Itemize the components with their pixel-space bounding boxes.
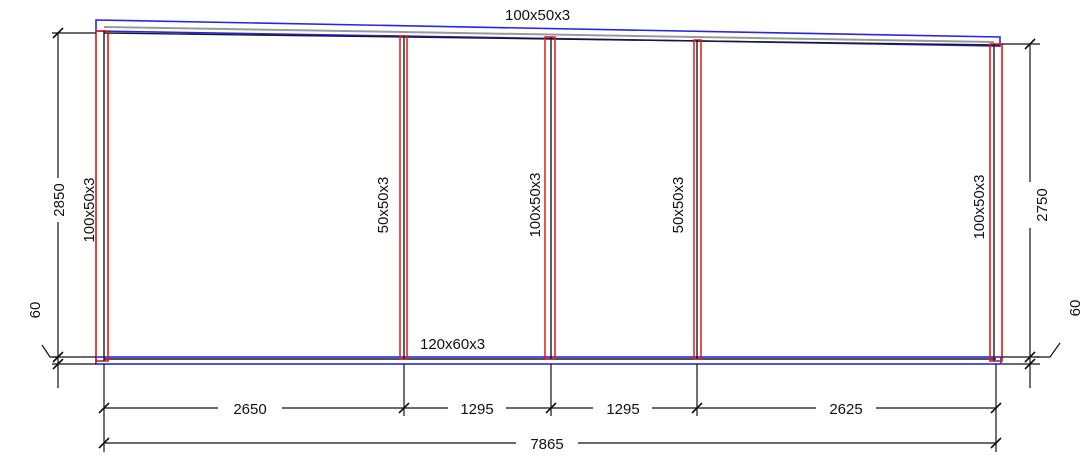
right-base-dimension: 60 <box>1002 300 1084 388</box>
right-height-value: 2750 <box>1034 188 1051 221</box>
bottom-beam-label: 120x60x3 <box>420 336 485 353</box>
bottom-beam-outline <box>95 356 1002 365</box>
bay-4-value: 2625 <box>829 401 862 418</box>
frame-structure <box>95 19 1003 365</box>
bay-1-value: 2650 <box>233 401 266 418</box>
bay-2-value: 1295 <box>460 401 493 418</box>
right-base-value: 60 <box>1067 300 1084 317</box>
left-height-value: 2850 <box>51 183 68 216</box>
post-5-label: 100x50x3 <box>971 174 988 239</box>
top-beam-line <box>103 32 1001 46</box>
top-beam-inner-line <box>103 26 995 43</box>
top-beam-outline <box>95 19 1001 47</box>
bay-3-value: 1295 <box>606 401 639 418</box>
overall-dimension: 7865 <box>98 436 1002 453</box>
post-1-label: 100x50x3 <box>81 177 98 242</box>
member-labels: 100x50x3 120x60x3 100x50x3 50x50x3 100x5… <box>81 7 988 353</box>
right-height-dimension: 2750 <box>1002 38 1051 363</box>
post-3-outline <box>544 36 556 360</box>
overall-length-value: 7865 <box>530 436 563 453</box>
left-height-dimension: 2850 <box>51 27 96 363</box>
post-2-label: 50x50x3 <box>375 177 392 234</box>
post-3-label: 100x50x3 <box>527 172 544 237</box>
bay-dimensions: 2650 1295 1295 2625 <box>98 364 1002 452</box>
post-5-outline <box>989 43 1003 362</box>
left-base-value: 60 <box>27 302 44 319</box>
post-1-outline <box>95 30 109 362</box>
top-beam-label: 100x50x3 <box>505 7 570 24</box>
left-base-dimension: 60 <box>27 302 96 388</box>
post-4-label: 50x50x3 <box>670 177 687 234</box>
